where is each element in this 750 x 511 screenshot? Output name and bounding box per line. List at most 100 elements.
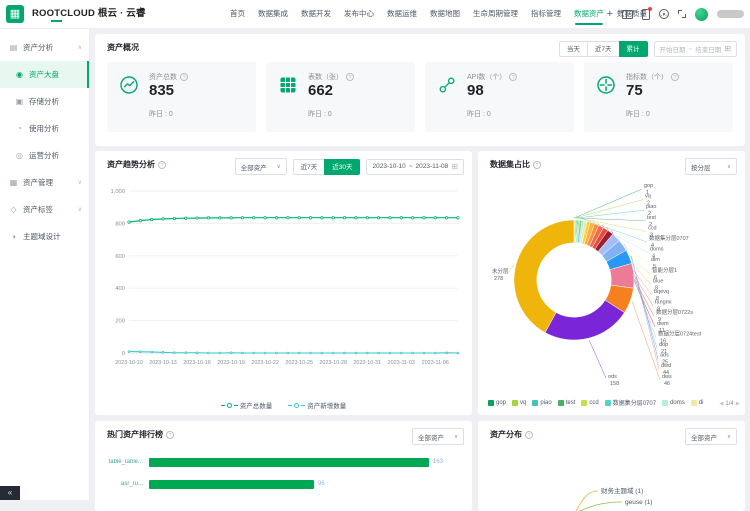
nav-item-数据集成[interactable]: 数据集成 (258, 9, 288, 18)
donut-slice-ods[interactable] (544, 299, 625, 341)
info-icon[interactable]: ? (346, 73, 354, 81)
rank-row-table_table...: table_table... 163 (107, 457, 460, 467)
legend-item-资产新增数量[interactable]: 资产新增数量 (288, 400, 346, 410)
info-icon[interactable]: ? (525, 430, 533, 439)
overview-range-近7天[interactable]: 近7天 (586, 41, 620, 57)
brand-underline (51, 20, 62, 22)
stat-label-text: 指标数（个） (626, 74, 668, 81)
donut-layer-dropdown[interactable]: 按分层 ∨ (685, 158, 737, 175)
info-icon[interactable]: ? (509, 73, 518, 81)
svg-text:9: 9 (658, 317, 661, 323)
tree-node-geuse (1)[interactable]: geuse (1) (625, 499, 652, 506)
legend-swatch (488, 399, 494, 406)
sidebar-item-label: 资产标签 (23, 205, 53, 214)
pager-next-icon[interactable]: ▶ (735, 401, 740, 407)
sidebar-item-资产大盘[interactable]: ◉ 资产大盘 (0, 61, 89, 88)
pager-prev-icon[interactable]: ◀ (719, 401, 724, 407)
使用分析-icon: ◔ (17, 124, 22, 133)
nav-item-数据开发[interactable]: 数据开发 (301, 9, 331, 18)
avatar[interactable] (695, 7, 708, 21)
topbar: ▦ ROOTCLOUD 根云 · 云睿 首页 数据集成 数据开发 发布中心 数据运维 数据… (0, 0, 750, 29)
info-icon[interactable]: ? (166, 430, 174, 439)
donut-legend-di[interactable]: di (690, 399, 704, 406)
donut-legend-vq[interactable]: vq (512, 399, 526, 406)
legend-item-资产总数量[interactable]: 资产总数量 (220, 400, 272, 410)
fullscreen-icon[interactable] (678, 10, 686, 18)
info-icon[interactable]: ? (533, 160, 541, 169)
donut-legend-pager: ◀ 1/4 ▶ (717, 401, 740, 407)
nav-item-数据运维[interactable]: 数据运维 (387, 9, 417, 18)
gear-icon[interactable] (659, 9, 669, 19)
end-date-value: 2023-11-08 (415, 163, 449, 170)
info-icon[interactable]: ? (180, 73, 188, 81)
donut-legend-ccd[interactable]: ccd (581, 399, 599, 406)
stat-label-text: API数（个） (467, 74, 507, 81)
legend-label: 数据集分层0707 (612, 401, 657, 407)
caret-icon: ∨ (77, 180, 82, 186)
legend-swatch (557, 399, 564, 406)
dist-tree-chart[interactable]: 财务主题域 (1)geuse (1)我是老大 (1) (478, 445, 745, 511)
legend-swatch (662, 399, 669, 406)
stat-card-value: 98 (467, 82, 484, 99)
nav-item-首页[interactable]: 首页 (230, 9, 245, 18)
rank-bar[interactable] (149, 479, 314, 489)
donut-legend-gop[interactable]: gop (488, 399, 506, 406)
nav-item-数据地图[interactable]: 数据地图 (430, 9, 460, 18)
donut-legend-piao[interactable]: piao (532, 399, 552, 406)
rank-item-label[interactable]: asr_ru... (120, 481, 143, 487)
info-icon[interactable]: ? (671, 73, 679, 81)
overview-range-累计[interactable]: 累计 (618, 41, 648, 57)
overview-range-当天[interactable]: 当天 (558, 41, 588, 57)
svg-text:bqevq: bqevq (654, 289, 669, 295)
svg-text:2023-10-19: 2023-10-19 (217, 360, 245, 366)
donut-legend-doms[interactable]: doms (662, 399, 685, 406)
sidebar-item-资产分析[interactable]: ▤ 资产分析 ∧ (0, 34, 89, 61)
info-icon[interactable]: ? (158, 160, 166, 169)
trend-range-近30天[interactable]: 近30天 (324, 158, 361, 175)
存储分析-icon: ▣ (15, 97, 24, 106)
nav-item-发布中心[interactable]: 发布中心 (344, 9, 374, 18)
trend-line-chart[interactable]: 0 200 400 600 800 1,000 2023-10-10 2023-10-13 20… (101, 183, 464, 388)
overview-date-range[interactable]: 开始日期 ~ 结束日期 ⊞ (653, 41, 737, 57)
app-grid-icon[interactable]: ▦ (6, 5, 24, 23)
plus-icon[interactable]: + (606, 8, 613, 20)
svg-text:dop: dop (659, 342, 668, 348)
grid-glyph: ▦ (9, 8, 21, 20)
运营分析-icon: ◎ (16, 151, 23, 160)
svg-text:21: 21 (661, 349, 667, 355)
trend-date-range[interactable]: 2023-10-10 ~ 2023-11-08 ⊞ (366, 158, 464, 175)
date-separator: ~ (408, 163, 413, 170)
sidebar-item-资产管理[interactable]: ▦ 资产管理 ∨ (0, 169, 89, 196)
donut-controls: 按分层 ∨ (685, 158, 737, 175)
donut-legend-test[interactable]: test (557, 399, 575, 406)
legend-label: di (698, 399, 704, 406)
sidebar-item-存储分析[interactable]: ▣ 存储分析 (0, 88, 89, 115)
svg-text:5: 5 (653, 264, 656, 270)
tree-node-财务主题域 (1)[interactable]: 财务主题域 (1) (601, 486, 643, 495)
svg-text:ods: ods (608, 374, 617, 380)
sidebar-item-主题域设计[interactable]: ◑ 主题域设计 (0, 223, 89, 250)
sidebar-item-运营分析[interactable]: ◎ 运营分析 (0, 142, 89, 169)
trend-range-近7天[interactable]: 近7天 (292, 158, 326, 175)
rank-item-label[interactable]: table_table... (108, 459, 143, 465)
svg-text:2023-10-31: 2023-10-31 (353, 360, 381, 366)
sidebar-collapse-button[interactable]: « (0, 486, 20, 500)
sidebar-item-资产标签[interactable]: ◇ 资产标签 ∨ (0, 196, 89, 223)
nav-item-数据资产[interactable]: 数据资产 (574, 0, 604, 28)
window-icon[interactable] (622, 9, 633, 19)
rank-bar[interactable] (149, 457, 429, 467)
stat-card-value: 75 (626, 82, 643, 99)
svg-text:blue: blue (653, 278, 663, 284)
phone-icon[interactable] (642, 6, 652, 20)
nav-item-生命周期管理[interactable]: 生命周期管理 (473, 9, 518, 18)
legend-dash (288, 404, 293, 406)
donut-legend-数据集分层0707[interactable]: 数据集分层0707 (604, 398, 657, 407)
sidebar-item-使用分析[interactable]: ◔ 使用分析 (0, 115, 89, 142)
rank-asset-filter-dropdown[interactable]: 全部资产 ∨ (412, 428, 464, 445)
donut-chart[interactable]: gop1vq2piao2test2ccd3数据集分层07074doms4dim5… (482, 175, 741, 389)
trend-asset-filter-dropdown[interactable]: 全部资产 ∨ (234, 158, 287, 175)
sidebar: ▤ 资产分析 ∧ ◉ 资产大盘 ▣ 存储分析 ◔ 使用分析 ◎ 运营分析 ▦ 资产管理 ∨ ◇ 资产标签 ∨ ◑ 主… (0, 28, 90, 500)
donut-slice-未分层[interactable] (513, 219, 575, 333)
nav-item-指标管理[interactable]: 指标管理 (531, 9, 561, 18)
dist-asset-filter-dropdown[interactable]: 全部资产 ∨ (685, 428, 737, 445)
